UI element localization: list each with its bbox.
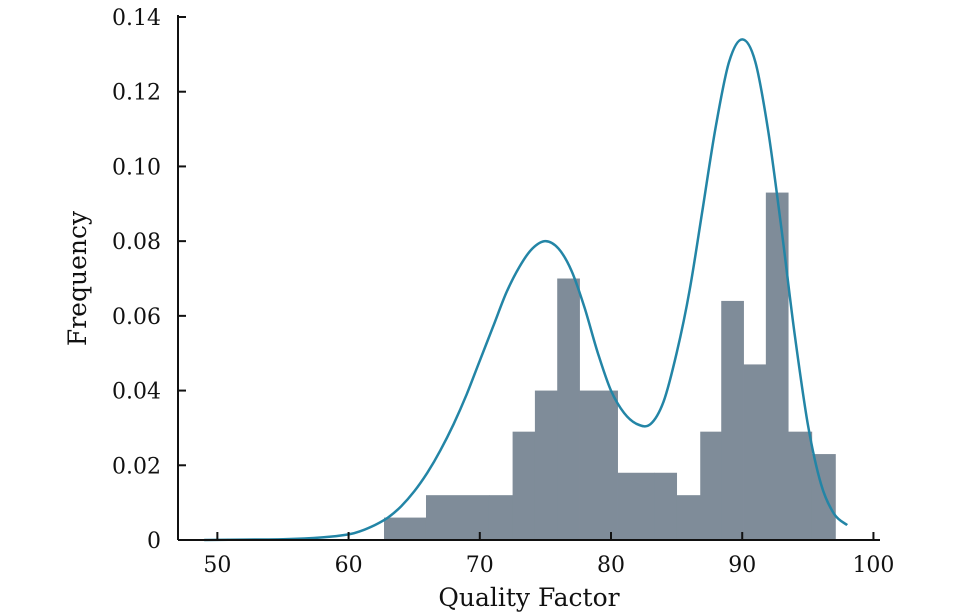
histogram-bar [721, 300, 744, 540]
histogram-bar [676, 495, 701, 540]
y-tick-label: 0 [147, 529, 161, 554]
y-axis-ticks: 0 0.02 0.04 0.06 0.08 0.10 0.12 0.14 [112, 6, 186, 554]
y-tick-label: 0.08 [112, 230, 161, 255]
histogram-bar [617, 472, 655, 540]
x-tick-label: 50 [203, 553, 231, 578]
density-curve [204, 38, 849, 542]
y-tick-label: 0.02 [112, 454, 161, 479]
x-tick-label: 60 [335, 553, 363, 578]
x-tick-label: 70 [466, 553, 494, 578]
histogram-bar [488, 495, 513, 540]
y-tick-label: 0.12 [112, 81, 161, 106]
histogram-bar [765, 192, 789, 541]
x-axis-ticks: 50 60 70 80 90 100 [203, 532, 894, 578]
histogram-bar [512, 431, 536, 540]
histogram-bar [700, 431, 722, 540]
x-tick-label: 80 [597, 553, 625, 578]
y-tick-label: 0.14 [112, 6, 161, 31]
x-tick-label: 100 [852, 553, 894, 578]
y-axis-title: Frequency [63, 210, 92, 346]
histogram-bar [654, 472, 678, 540]
x-tick-label: 90 [728, 553, 756, 578]
histogram-bar [788, 431, 813, 540]
y-tick-label: 0.10 [112, 155, 161, 180]
histogram-bar [534, 390, 558, 540]
histogram-bar [557, 278, 580, 540]
x-axis-title: Quality Factor [438, 583, 619, 612]
y-tick-label: 0.04 [112, 380, 161, 405]
y-tick-label: 0.06 [112, 305, 161, 330]
histogram-bars [384, 192, 836, 541]
histogram-bar [579, 390, 618, 540]
histogram-bar [384, 517, 427, 540]
histogram-bar [743, 364, 767, 540]
